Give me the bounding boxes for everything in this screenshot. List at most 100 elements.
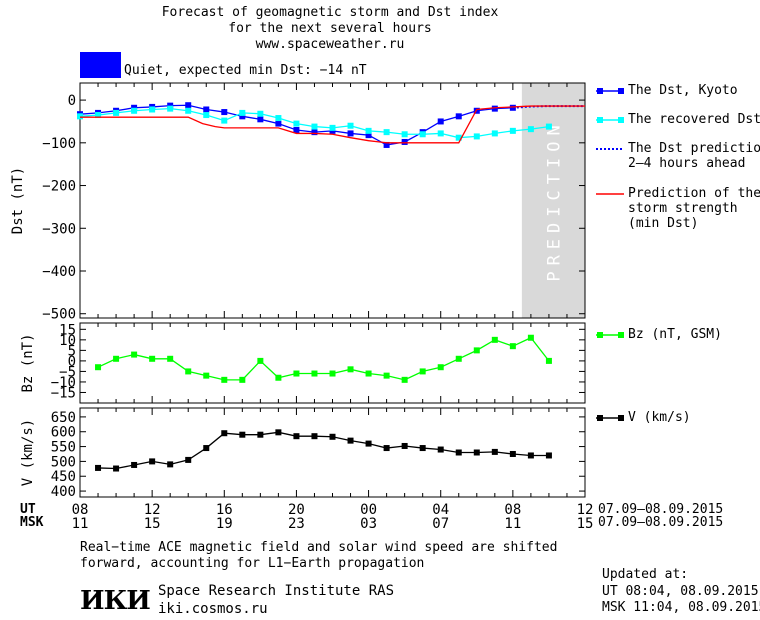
data-point: [149, 106, 156, 113]
legend-storm-label-1: Prediction of the: [628, 186, 760, 201]
y-axis-label: Dst (nT): [10, 167, 26, 234]
data-point: [419, 445, 426, 452]
data-point: [203, 106, 210, 113]
data-point: [473, 347, 480, 354]
y-tick-label: 650: [51, 410, 76, 426]
data-point: [383, 129, 390, 136]
ut-date-range: 07.09–08.09.2015: [598, 502, 724, 517]
data-point: [347, 366, 354, 373]
data-point: [221, 109, 228, 116]
data-point: [365, 440, 372, 447]
data-point: [401, 138, 408, 145]
legend-dst-prediction-label-1: The Dst prediction: [628, 141, 760, 156]
data-point: [455, 113, 462, 120]
legend-swatch-marker: [618, 117, 624, 123]
data-point: [293, 127, 300, 133]
series-line-prediction-of-the-storm-strength-min-dst-: [80, 105, 585, 144]
msk-tick-label: 11: [72, 516, 89, 532]
data-point: [545, 357, 552, 364]
updated-ut: UT 08:04, 08.09.2015: [602, 584, 759, 599]
y-axis-label: Bz (nT): [20, 333, 36, 392]
data-point: [131, 107, 138, 114]
data-point: [203, 445, 210, 452]
data-point: [221, 376, 228, 383]
data-point: [491, 448, 498, 455]
data-point: [275, 115, 282, 122]
data-point: [257, 357, 264, 364]
data-point: [527, 126, 534, 133]
data-point: [365, 370, 372, 377]
y-tick-label: 0: [68, 354, 76, 370]
data-point: [149, 355, 156, 362]
y-tick-label: −300: [42, 221, 76, 237]
y-tick-label: −500: [42, 307, 76, 323]
data-point: [113, 355, 120, 362]
legend-swatch-marker: [618, 88, 624, 94]
data-point: [383, 141, 390, 148]
institute-name: Space Research Institute RAS: [158, 583, 395, 599]
data-point: [239, 109, 246, 116]
ut-tick-label: 16: [216, 502, 233, 518]
data-point: [257, 116, 264, 123]
data-point: [329, 433, 336, 440]
ut-tick-label: 20: [288, 502, 305, 518]
data-point: [185, 368, 192, 375]
data-point: [329, 124, 336, 131]
data-point: [311, 370, 318, 377]
data-point: [275, 429, 282, 436]
status-text: Quiet, expected min Dst: −14 nT: [124, 63, 367, 78]
source-url[interactable]: www.spaceweather.ru: [255, 37, 405, 52]
data-point: [545, 123, 552, 130]
msk-tick-label: 19: [216, 516, 233, 532]
chart-subtitle: for the next several hours: [228, 21, 432, 36]
data-point: [509, 127, 516, 134]
data-point: [185, 456, 192, 463]
chart-title: Forecast of geomagnetic storm and Dst in…: [161, 5, 499, 20]
data-point: [311, 433, 318, 440]
ut-tick-label: 04: [432, 502, 449, 518]
y-tick-label: −10: [51, 375, 76, 391]
data-point: [329, 370, 336, 377]
data-point: [347, 130, 354, 137]
data-point: [365, 127, 372, 134]
data-point: [527, 452, 534, 459]
institute-site[interactable]: iki.cosmos.ru: [158, 601, 268, 617]
data-point: [221, 430, 228, 437]
data-point: [437, 364, 444, 371]
ut-tick-label: 12: [577, 502, 594, 518]
y-tick-label: 10: [59, 333, 76, 349]
data-point: [419, 131, 426, 138]
data-point: [509, 450, 516, 457]
y-tick-label: −5: [59, 364, 76, 380]
data-point: [437, 446, 444, 453]
data-point: [221, 117, 228, 124]
data-point: [473, 449, 480, 456]
y-tick-label: 500: [51, 454, 76, 470]
data-point: [95, 364, 102, 371]
msk-tick-label: 03: [360, 516, 377, 532]
y-axis-label: V (km/s): [20, 419, 36, 486]
legend-bz-label: Bz (nT, GSM): [628, 327, 722, 342]
data-point: [149, 458, 156, 465]
data-point: [203, 112, 210, 119]
data-point: [293, 370, 300, 377]
data-point: [275, 374, 282, 381]
msk-date-range: 07.09–08.09.2015: [598, 515, 724, 530]
y-tick-label: 15: [59, 322, 76, 338]
data-point: [95, 112, 102, 119]
data-point: [203, 372, 210, 379]
data-point: [419, 368, 426, 375]
data-point: [185, 102, 192, 109]
data-point: [437, 130, 444, 137]
footnote-line-2: forward, accounting for L1−Earth propaga…: [80, 556, 425, 571]
data-point: [311, 129, 318, 136]
data-point: [545, 452, 552, 459]
data-point: [455, 355, 462, 362]
legend-storm-label-2: storm strength: [628, 201, 738, 216]
legend-v-label: V (km/s): [628, 410, 691, 425]
data-point: [293, 433, 300, 440]
legend-swatch-marker: [597, 88, 603, 94]
data-point: [383, 445, 390, 452]
ut-tick-label: 08: [504, 502, 521, 518]
